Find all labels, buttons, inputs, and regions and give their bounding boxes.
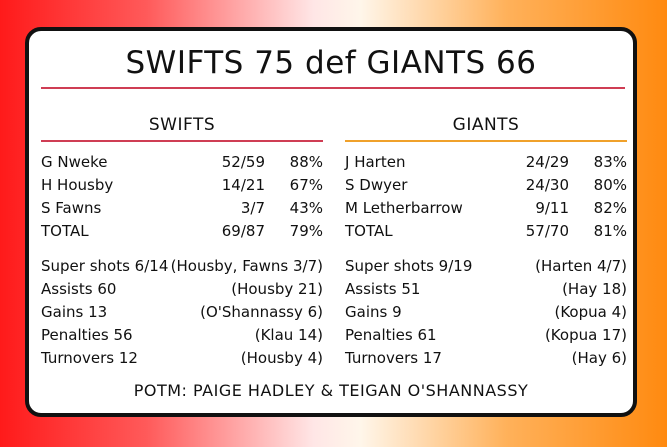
team-divider bbox=[41, 140, 323, 142]
stat-label: Turnovers 17 bbox=[345, 349, 442, 367]
scorecard: SWIFTS 75 def GIANTS 66 SWIFTS G Nweke 5… bbox=[25, 27, 637, 417]
player-row: H Housby 14/21 67% bbox=[41, 176, 323, 198]
player-name: J Harten bbox=[345, 153, 406, 171]
stat-label: Assists 60 bbox=[41, 280, 117, 298]
stat-row: Assists 60 (Housby 21) bbox=[41, 280, 323, 302]
stat-detail: (Kopua 17) bbox=[544, 326, 627, 344]
shooting-ratio: 3/7 bbox=[240, 199, 265, 217]
shooting-ratio: 24/29 bbox=[525, 153, 569, 171]
shooting-percent: 81% bbox=[593, 222, 627, 240]
stat-detail: (Housby, Fawns 3/7) bbox=[170, 257, 323, 275]
title-divider bbox=[41, 87, 625, 89]
player-name: G Nweke bbox=[41, 153, 108, 171]
stat-row: Assists 51 (Hay 18) bbox=[345, 280, 627, 302]
player-name: M Letherbarrow bbox=[345, 199, 463, 217]
stat-row: Penalties 61 (Kopua 17) bbox=[345, 326, 627, 348]
total-row: TOTAL 69/87 79% bbox=[41, 222, 323, 244]
player-name: S Fawns bbox=[41, 199, 102, 217]
stat-detail: (Klau 14) bbox=[254, 326, 323, 344]
player-row: G Nweke 52/59 88% bbox=[41, 153, 323, 175]
shooting-ratio: 9/11 bbox=[535, 199, 569, 217]
stat-row: Penalties 56 (Klau 14) bbox=[41, 326, 323, 348]
shooting-ratio: 69/87 bbox=[221, 222, 265, 240]
shooting-ratio: 57/70 bbox=[525, 222, 569, 240]
player-row: J Harten 24/29 83% bbox=[345, 153, 627, 175]
player-row: S Fawns 3/7 43% bbox=[41, 199, 323, 221]
stat-label: Penalties 61 bbox=[345, 326, 437, 344]
player-name: S Dwyer bbox=[345, 176, 408, 194]
stat-row: Turnovers 12 (Housby 4) bbox=[41, 349, 323, 371]
stat-detail: (O'Shannassy 6) bbox=[200, 303, 323, 321]
stat-detail: (Hay 18) bbox=[562, 280, 627, 298]
team-name: SWIFTS bbox=[148, 115, 216, 135]
stat-label: Super shots 6/14 bbox=[41, 257, 169, 275]
total-label: TOTAL bbox=[345, 222, 393, 240]
stat-label: Turnovers 12 bbox=[41, 349, 138, 367]
stat-detail: (Kopua 4) bbox=[554, 303, 627, 321]
shooting-percent: 67% bbox=[289, 176, 323, 194]
shooting-percent: 79% bbox=[289, 222, 323, 240]
stat-row: Super shots 9/19 (Harten 4/7) bbox=[345, 257, 627, 279]
total-row: TOTAL 57/70 81% bbox=[345, 222, 627, 244]
total-label: TOTAL bbox=[41, 222, 89, 240]
player-row: S Dwyer 24/30 80% bbox=[345, 176, 627, 198]
shooting-percent: 43% bbox=[289, 199, 323, 217]
player-name: H Housby bbox=[41, 176, 114, 194]
shooting-percent: 82% bbox=[593, 199, 627, 217]
shooting-ratio: 14/21 bbox=[221, 176, 265, 194]
stat-row: Super shots 6/14 (Housby, Fawns 3/7) bbox=[41, 257, 323, 279]
stat-detail: (Harten 4/7) bbox=[535, 257, 627, 275]
player-row: M Letherbarrow 9/11 82% bbox=[345, 199, 627, 221]
stat-label: Gains 9 bbox=[345, 303, 402, 321]
stat-row: Gains 13 (O'Shannassy 6) bbox=[41, 303, 323, 325]
stat-detail: (Housby 21) bbox=[231, 280, 323, 298]
stat-row: Gains 9 (Kopua 4) bbox=[345, 303, 627, 325]
stat-detail: (Hay 6) bbox=[571, 349, 627, 367]
stat-label: Penalties 56 bbox=[41, 326, 133, 344]
shooting-percent: 88% bbox=[289, 153, 323, 171]
shooting-percent: 83% bbox=[593, 153, 627, 171]
stat-label: Gains 13 bbox=[41, 303, 108, 321]
stat-label: Assists 51 bbox=[345, 280, 421, 298]
player-of-the-match: POTM: PAIGE HADLEY & TEIGAN O'SHANNASSY bbox=[133, 381, 529, 400]
stat-detail: (Housby 4) bbox=[240, 349, 323, 367]
shooting-ratio: 52/59 bbox=[221, 153, 265, 171]
shooting-ratio: 24/30 bbox=[525, 176, 569, 194]
team-name: GIANTS bbox=[452, 115, 520, 135]
stat-row: Turnovers 17 (Hay 6) bbox=[345, 349, 627, 371]
match-title: SWIFTS 75 def GIANTS 66 bbox=[125, 45, 537, 81]
team-divider bbox=[345, 140, 627, 142]
shooting-percent: 80% bbox=[593, 176, 627, 194]
stat-label: Super shots 9/19 bbox=[345, 257, 473, 275]
